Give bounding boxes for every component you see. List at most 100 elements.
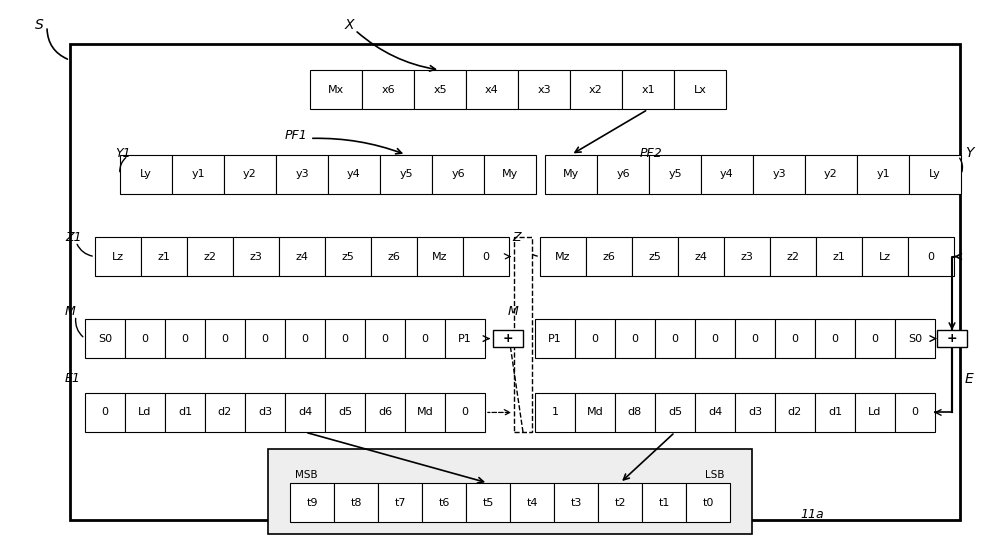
Text: 0: 0: [182, 334, 188, 344]
Bar: [895, 319, 935, 358]
Text: y1: y1: [876, 170, 890, 179]
Text: z6: z6: [388, 252, 400, 261]
Bar: [908, 237, 954, 276]
Text: 0: 0: [302, 334, 309, 344]
Text: d2: d2: [218, 408, 232, 417]
Bar: [775, 393, 815, 432]
Text: E: E: [965, 371, 974, 386]
Bar: [493, 330, 523, 347]
Text: t2: t2: [614, 498, 626, 508]
Bar: [187, 237, 233, 276]
Bar: [510, 483, 554, 522]
Text: t8: t8: [350, 498, 362, 508]
Bar: [463, 237, 509, 276]
Bar: [909, 155, 961, 194]
Bar: [622, 70, 674, 109]
Text: z3: z3: [741, 252, 753, 261]
Text: 0: 0: [142, 334, 148, 344]
Text: y4: y4: [347, 170, 361, 179]
Text: y6: y6: [451, 170, 465, 179]
Text: 0: 0: [672, 334, 678, 344]
Bar: [362, 70, 414, 109]
Bar: [518, 70, 570, 109]
Text: Lz: Lz: [112, 252, 124, 261]
Bar: [775, 319, 815, 358]
Text: 0: 0: [222, 334, 228, 344]
Bar: [245, 319, 285, 358]
Bar: [328, 155, 380, 194]
Text: t1: t1: [658, 498, 670, 508]
Text: z2: z2: [786, 252, 800, 261]
Text: z1: z1: [833, 252, 845, 261]
Text: Ld: Ld: [138, 408, 152, 417]
Text: y5: y5: [668, 170, 682, 179]
Bar: [268, 449, 752, 534]
Text: 0: 0: [342, 334, 349, 344]
Text: 0: 0: [752, 334, 759, 344]
Text: Z1: Z1: [65, 231, 82, 245]
Bar: [862, 237, 908, 276]
Bar: [695, 393, 735, 432]
Text: x6: x6: [381, 85, 395, 95]
Bar: [378, 483, 422, 522]
Bar: [545, 155, 597, 194]
Bar: [422, 483, 466, 522]
Text: 0: 0: [462, 408, 468, 417]
Bar: [310, 70, 362, 109]
Bar: [290, 483, 334, 522]
Text: x1: x1: [641, 85, 655, 95]
Text: My: My: [563, 170, 579, 179]
Text: 0: 0: [382, 334, 389, 344]
Text: 0: 0: [928, 252, 934, 261]
Bar: [285, 319, 325, 358]
Text: LSB: LSB: [706, 470, 725, 480]
Text: 0: 0: [912, 408, 918, 417]
Bar: [365, 319, 405, 358]
Bar: [120, 155, 172, 194]
Text: E1: E1: [65, 372, 81, 385]
Bar: [371, 237, 417, 276]
Bar: [165, 319, 205, 358]
Text: 11a: 11a: [800, 508, 824, 521]
Bar: [816, 237, 862, 276]
Bar: [466, 70, 518, 109]
Bar: [540, 237, 586, 276]
Text: d5: d5: [668, 408, 682, 417]
Text: 0: 0: [482, 252, 490, 261]
Bar: [141, 237, 187, 276]
Text: t9: t9: [306, 498, 318, 508]
Bar: [125, 319, 165, 358]
Text: 1: 1: [552, 408, 558, 417]
Text: Ly: Ly: [140, 170, 152, 179]
Bar: [70, 44, 960, 520]
Text: d8: d8: [628, 408, 642, 417]
Bar: [724, 237, 770, 276]
Bar: [815, 393, 855, 432]
Bar: [598, 483, 642, 522]
Text: d2: d2: [788, 408, 802, 417]
Text: M: M: [508, 305, 519, 318]
Bar: [753, 155, 805, 194]
Bar: [895, 393, 935, 432]
Bar: [380, 155, 432, 194]
Bar: [205, 393, 245, 432]
Bar: [365, 393, 405, 432]
Bar: [334, 483, 378, 522]
Text: +: +: [947, 332, 957, 345]
Text: P1: P1: [458, 334, 472, 344]
Bar: [325, 237, 371, 276]
Text: d1: d1: [828, 408, 842, 417]
Text: z4: z4: [695, 252, 708, 261]
Text: X: X: [345, 18, 354, 32]
Bar: [655, 319, 695, 358]
Bar: [770, 237, 816, 276]
Bar: [285, 393, 325, 432]
Bar: [405, 393, 445, 432]
Text: S0: S0: [98, 334, 112, 344]
Text: Lx: Lx: [694, 85, 706, 95]
Text: d4: d4: [708, 408, 722, 417]
Bar: [279, 237, 325, 276]
Text: 0: 0: [712, 334, 719, 344]
Text: PF1: PF1: [285, 129, 308, 142]
Bar: [695, 319, 735, 358]
